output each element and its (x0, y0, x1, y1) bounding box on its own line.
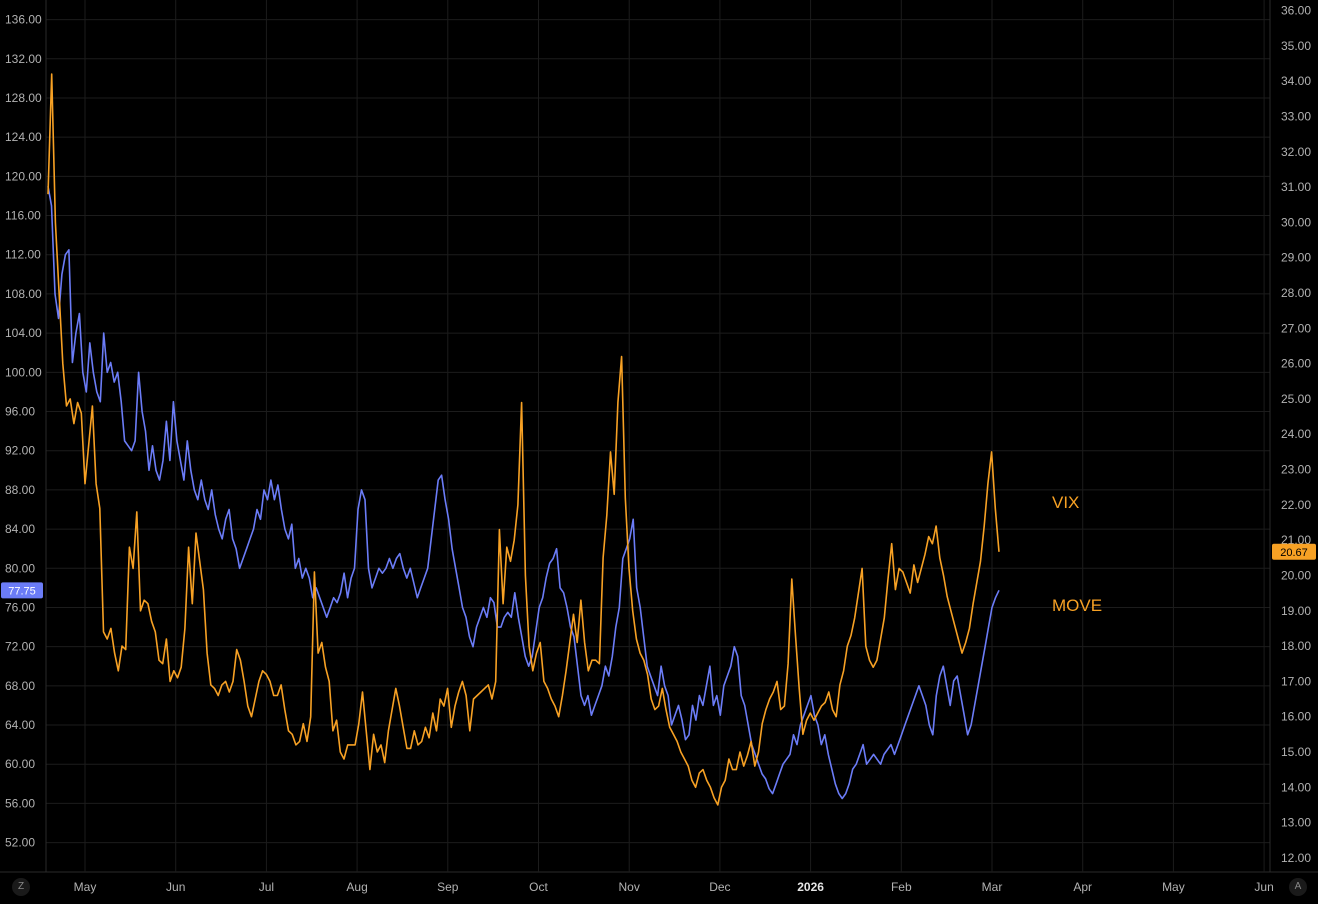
right-tick-label: 22.00 (1281, 498, 1311, 512)
right-tick-label: 18.00 (1281, 639, 1311, 653)
move-price-label: 77.75 (8, 585, 36, 597)
left-tick-label: 92.00 (5, 444, 35, 458)
x-tick-label: Mar (982, 880, 1003, 894)
vix-price-tag (1272, 543, 1316, 560)
right-tick-label: 14.00 (1281, 780, 1311, 794)
left-tick-label: 136.00 (5, 13, 42, 27)
left-tick-label: 124.00 (5, 130, 42, 144)
left-tick-label: 68.00 (5, 679, 35, 693)
price-labels: 77.75 20.67 (1, 543, 1316, 599)
right-tick-label: 25.00 (1281, 392, 1311, 406)
right-axis: 36.00 35.00 34.00 33.00 32.00 31.00 30.00 29.00… (1281, 4, 1311, 865)
series-line-move (47, 186, 1000, 800)
left-tick-label: 108.00 (5, 287, 42, 301)
x-tick-label: Dec (709, 880, 730, 894)
left-tick-label: 120.00 (5, 169, 42, 183)
right-tick-label: 35.00 (1281, 39, 1311, 53)
right-tick-label: 23.00 (1281, 463, 1311, 477)
right-tick-label: 21.00 (1281, 533, 1311, 547)
left-tick-label: 76.00 (5, 600, 35, 614)
annotation-vix: VIX (1052, 493, 1079, 512)
x-tick-label: Apr (1073, 880, 1092, 894)
right-tick-label: 24.00 (1281, 427, 1311, 441)
right-tick-label: 28.00 (1281, 286, 1311, 300)
right-tick-label: 17.00 (1281, 674, 1311, 688)
left-tick-label: 128.00 (5, 91, 42, 105)
left-tick-label: 60.00 (5, 757, 35, 771)
right-tick-label: 32.00 (1281, 145, 1311, 159)
auto-scale-button[interactable]: A (1289, 878, 1307, 896)
left-tick-label: 56.00 (5, 796, 35, 810)
right-tick-label: 12.00 (1281, 851, 1311, 865)
right-tick-label: 13.00 (1281, 816, 1311, 830)
right-tick-label: 30.00 (1281, 215, 1311, 229)
x-tick-label: Jun (166, 880, 185, 894)
right-tick-label: 31.00 (1281, 180, 1311, 194)
x-tick-label: Oct (529, 880, 548, 894)
right-tick-label: 33.00 (1281, 110, 1311, 124)
grid (0, 0, 1318, 873)
left-tick-label: 112.00 (5, 248, 41, 262)
x-tick-label: Feb (891, 880, 912, 894)
left-tick-label: 104.00 (5, 326, 42, 340)
annotation-move: MOVE (1052, 596, 1102, 615)
x-tick-label: Nov (619, 880, 640, 894)
x-axis: May Jun Jul Aug Sep Oct Nov Dec 2026 Feb Mar Apr May… (74, 880, 1274, 894)
vix-price-label: 20.67 (1280, 547, 1308, 559)
left-tick-label: 84.00 (5, 522, 35, 536)
x-tick-label: Jun (1254, 880, 1273, 894)
left-tick-label: 52.00 (5, 836, 35, 850)
scale-mode-left-button[interactable]: Z (12, 878, 30, 896)
right-tick-label: 16.00 (1281, 710, 1311, 724)
x-tick-label: Jul (259, 880, 274, 894)
x-tick-label: Sep (437, 880, 459, 894)
x-tick-label: Aug (346, 880, 367, 894)
right-tick-label: 27.00 (1281, 321, 1311, 335)
right-tick-label: 19.00 (1281, 604, 1311, 618)
move-price-tag (1, 582, 43, 599)
right-tick-label: 15.00 (1281, 745, 1311, 759)
left-tick-label: 80.00 (5, 561, 35, 575)
left-tick-label: 88.00 (5, 483, 35, 497)
x-tick-label: May (74, 880, 97, 894)
left-tick-label: 116.00 (5, 209, 41, 223)
right-tick-label: 36.00 (1281, 4, 1311, 18)
left-tick-label: 72.00 (5, 640, 35, 654)
left-tick-label: 96.00 (5, 405, 35, 419)
right-tick-label: 26.00 (1281, 357, 1311, 371)
right-tick-label: 29.00 (1281, 251, 1311, 265)
right-tick-label: 20.00 (1281, 568, 1311, 582)
left-tick-label: 100.00 (5, 365, 42, 379)
left-axis: 136.00 132.00 128.00 124.00 120.00 116.00 112.… (5, 13, 42, 850)
x-tick-label: May (1162, 880, 1185, 894)
left-tick-label: 64.00 (5, 718, 35, 732)
series-line-vix (47, 73, 1000, 806)
left-tick-label: 132.00 (5, 52, 42, 66)
series-layer (47, 73, 1000, 806)
right-tick-label: 34.00 (1281, 74, 1311, 88)
x-tick-label: 2026 (797, 880, 824, 894)
